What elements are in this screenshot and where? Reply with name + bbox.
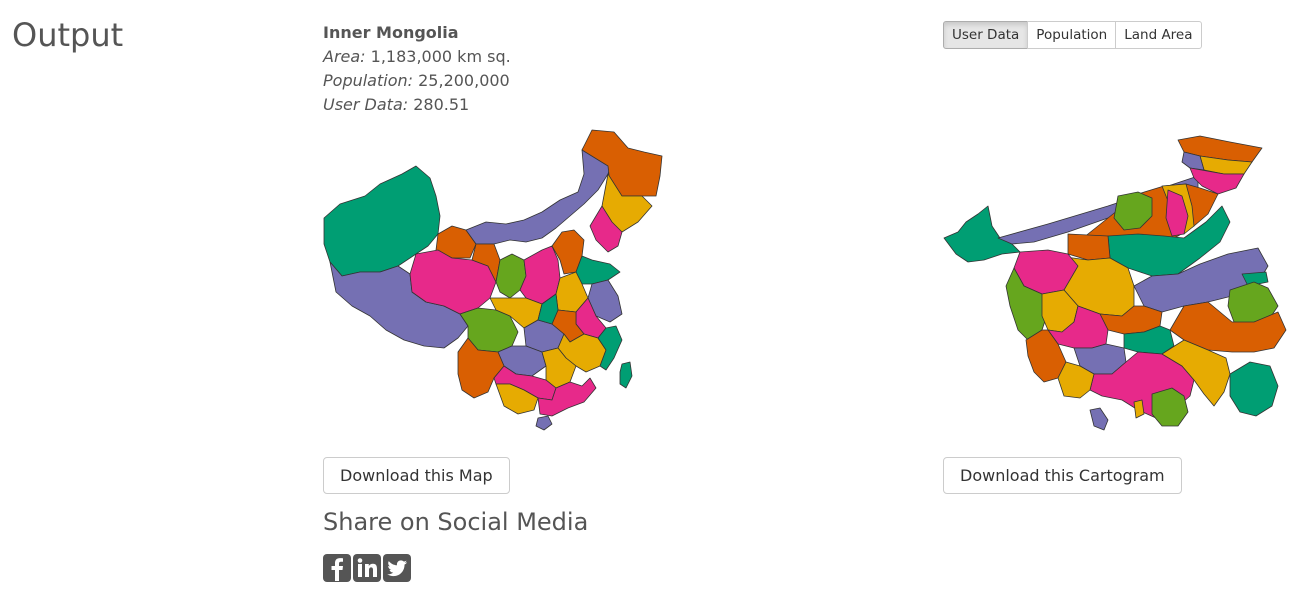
toggle-population[interactable]: Population [1027,21,1117,49]
output-heading: Output [12,16,124,54]
cartogram-region [1113,191,1153,231]
map-region [535,415,553,431]
cartogram-region [1161,339,1231,407]
cartogram-region [1099,305,1163,335]
map-region [597,325,623,371]
cartogram-region [1189,167,1245,195]
cartogram-region [943,205,1021,263]
cartogram-region [1151,387,1189,427]
social-icons [323,554,411,582]
linkedin-icon[interactable] [353,554,381,582]
toggle-land-area[interactable]: Land Area [1115,21,1202,49]
download-map-button[interactable]: Download this Map [323,457,510,494]
cartogram-region [1057,361,1095,399]
region-population-row: Population: 25,200,000 [323,69,511,93]
map-region [587,279,623,323]
map-region [619,361,633,389]
cartogram-region [1165,189,1189,237]
map-region [495,383,539,415]
dataset-toggle-group: User Data Population Land Area [943,21,1202,49]
region-info-panel: Inner Mongolia Area: 1,183,000 km sq. Po… [323,21,511,117]
download-cartogram-button[interactable]: Download this Cartogram [943,457,1182,494]
cartogram-region [1241,271,1269,287]
cartogram-region [1067,233,1111,261]
twitter-icon[interactable] [383,554,411,582]
population-label: Population: [323,71,414,90]
area-value: 1,183,000 km sq. [370,47,511,66]
map-region [537,293,559,325]
share-heading: Share on Social Media [323,508,589,536]
map-region [537,377,597,417]
facebook-icon[interactable] [323,554,351,582]
cartogram-region [1107,205,1231,277]
area-label: Area: [323,47,366,66]
region-name: Inner Mongolia [323,23,459,42]
map-region [589,205,623,253]
map-region [457,337,505,399]
region-area-row: Area: 1,183,000 km sq. [323,45,511,69]
map-region [575,255,621,285]
cartogram-region [1089,407,1109,431]
user-data-label: User Data: [323,95,409,114]
conventional-map[interactable] [320,126,670,436]
cartogram-region [1133,399,1145,419]
cartogram-region [1229,361,1279,417]
map-region [409,249,497,315]
user-data-value: 280.51 [413,95,470,114]
cartogram-map[interactable] [938,126,1288,436]
cartogram-region [1047,305,1109,349]
population-value: 25,200,000 [418,71,510,90]
region-user-data-row: User Data: 280.51 [323,93,511,117]
toggle-user-data[interactable]: User Data [943,21,1029,49]
